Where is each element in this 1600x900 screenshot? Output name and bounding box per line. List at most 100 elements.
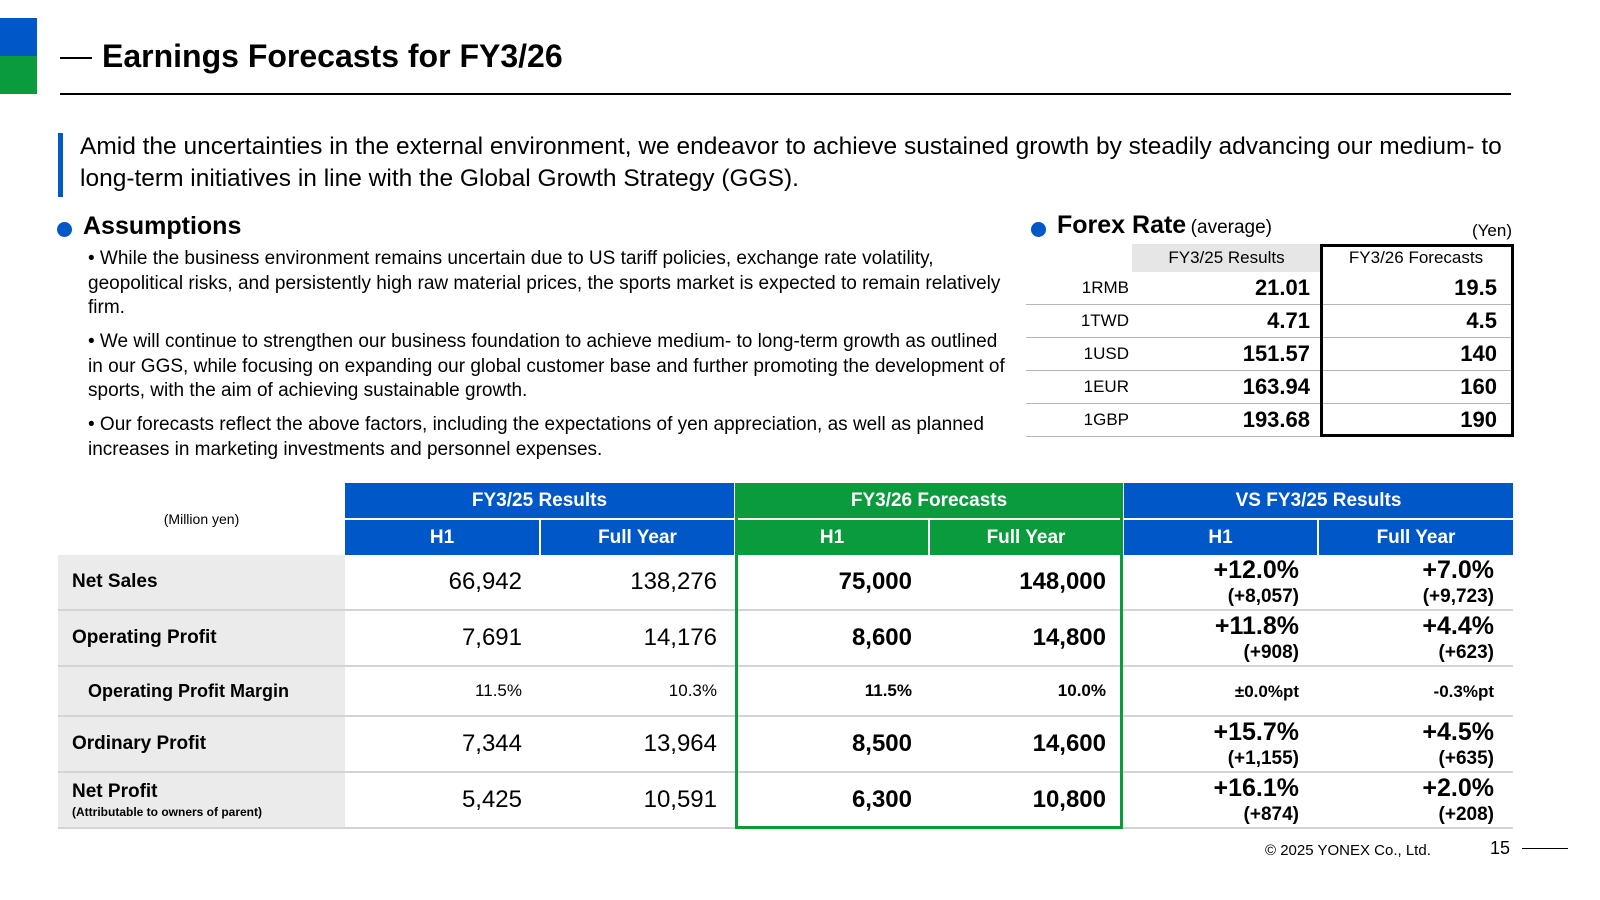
results-h1-value: 7,691: [345, 610, 540, 667]
forecast-h1-value: 8,500: [735, 716, 929, 773]
assumption-point-3: • Our forecasts reflect the above factor…: [88, 414, 984, 460]
forex-forecast-value: 140: [1321, 337, 1511, 371]
results-h1-value: 11.5%: [345, 666, 540, 717]
row-label: Net Profit: [72, 781, 158, 802]
forecast-full-year-value: 10.0%: [929, 666, 1123, 717]
table-unit: (Million yen): [58, 483, 345, 555]
header-group-results: FY3/25 Results: [345, 483, 735, 520]
vs-h1-cell: +16.1% (+874): [1123, 772, 1318, 829]
page-title: Earnings Forecasts for FY3/26: [102, 38, 563, 74]
forex-row: 1TWD 4.71 4.5: [1026, 304, 1511, 338]
forex-heading: Forex Rate (average): [1057, 211, 1272, 240]
forecast-full-year-value: 14,600: [929, 716, 1123, 773]
forecast-h1-value: 6,300: [735, 772, 929, 829]
assumptions-heading: Assumptions: [83, 212, 242, 240]
header-vs-h1: H1: [1122, 519, 1318, 555]
assumptions-bullet-icon: [57, 222, 72, 237]
forex-header-forecasts: FY3/26 Forecasts: [1321, 244, 1511, 272]
forex-row: 1EUR 163.94 160: [1026, 370, 1511, 404]
table-row-operating-profit-margin: Operating Profit Margin 11.5% 10.3% 11.5…: [58, 666, 1513, 717]
forex-results-value: 21.01: [1132, 272, 1321, 305]
forex-heading-note: (average): [1190, 217, 1272, 238]
forex-currency: 1USD: [1026, 337, 1132, 371]
vs-full-year-percent: -0.3%pt: [1318, 666, 1513, 717]
header-group-forecasts: FY3/26 Forecasts: [734, 483, 1123, 520]
header-forecasts-full-year: Full Year: [928, 519, 1123, 555]
forecast-h1-value: 8,600: [735, 610, 929, 667]
row-sublabel: (Attributable to owners of parent): [72, 805, 262, 819]
row-label: Net Sales: [58, 555, 345, 611]
forex-currency: 1GBP: [1026, 403, 1132, 437]
header-group-vs: VS FY3/25 Results: [1122, 483, 1513, 520]
forex-table: FY3/25 Results FY3/26 Forecasts 1RMB 21.…: [1026, 244, 1511, 437]
forex-unit: (Yen): [1471, 221, 1512, 240]
results-h1-value: 66,942: [345, 555, 540, 611]
forex-currency: 1EUR: [1026, 370, 1132, 404]
table-row-ordinary-profit: Ordinary Profit 7,344 13,964 8,500 14,60…: [58, 716, 1513, 773]
vs-full-year-percent: +4.4%: [1422, 612, 1494, 640]
vs-h1-percent: +15.7%: [1213, 718, 1300, 746]
results-h1-value: 7,344: [345, 716, 540, 773]
vs-full-year-percent: +2.0%: [1422, 774, 1494, 802]
vs-full-year-amount: (+9,723): [1422, 586, 1494, 607]
header-forecasts-h1: H1: [734, 519, 929, 555]
lead-accent-bar: [58, 133, 63, 197]
forex-header-results: FY3/25 Results: [1132, 244, 1321, 272]
table-row-operating-profit: Operating Profit 7,691 14,176 8,600 14,8…: [58, 610, 1513, 667]
forex-bullet-icon: [1031, 222, 1046, 237]
table-row-net-sales: Net Sales 66,942 138,276 75,000 148,000 …: [58, 555, 1513, 611]
vs-full-year-cell: +4.5% (+635): [1318, 716, 1513, 773]
footer-rule: [1522, 848, 1568, 849]
vs-full-year-amount: (+635): [1438, 748, 1494, 769]
forex-forecast-value: 4.5: [1321, 304, 1511, 338]
forex-results-value: 193.68: [1132, 403, 1321, 437]
forex-row: 1GBP 193.68 190: [1026, 403, 1511, 437]
vs-h1-percent: +11.8%: [1214, 612, 1299, 640]
assumption-point-2: • We will continue to strengthen our bus…: [88, 331, 1005, 401]
forex-forecast-value: 160: [1321, 370, 1511, 404]
results-full-year-value: 10.3%: [540, 666, 735, 717]
vs-full-year-percent: +7.0%: [1422, 556, 1494, 584]
vs-h1-amount: (+874): [1243, 804, 1299, 825]
forex-currency: 1TWD: [1026, 304, 1132, 338]
vs-h1-cell: +11.8% (+908): [1123, 610, 1318, 667]
title-rule: [60, 93, 1511, 95]
forex-currency: 1RMB: [1026, 272, 1132, 305]
row-label: Operating Profit Margin: [58, 666, 345, 717]
vs-full-year-amount: (+208): [1438, 804, 1494, 825]
vs-full-year-amount: (+623): [1438, 642, 1494, 663]
vs-h1-amount: (+1,155): [1227, 748, 1299, 769]
vs-full-year-percent: +4.5%: [1422, 718, 1494, 746]
table-row-net-profit: Net Profit (Attributable to owners of pa…: [58, 772, 1513, 829]
brand-block-blue: [0, 18, 37, 56]
forex-row: 1USD 151.57 140: [1026, 337, 1511, 371]
lead-text: Amid the uncertainties in the external e…: [80, 133, 1502, 192]
header-results-full-year: Full Year: [539, 519, 735, 555]
header-vs-full-year: Full Year: [1317, 519, 1513, 555]
assumption-point-1: • While the business environment remains…: [88, 248, 1001, 318]
vs-h1-cell: +12.0% (+8,057): [1123, 555, 1318, 611]
vs-h1-amount: (+8,057): [1227, 586, 1299, 607]
title-dash: [60, 57, 92, 59]
vs-full-year-cell: +7.0% (+9,723): [1318, 555, 1513, 611]
vs-h1-cell: +15.7% (+1,155): [1123, 716, 1318, 773]
results-h1-value: 5,425: [345, 772, 540, 829]
forex-results-value: 163.94: [1132, 370, 1321, 404]
vs-h1-amount: (+908): [1243, 642, 1299, 663]
results-full-year-value: 13,964: [540, 716, 735, 773]
row-label-cell: Net Profit (Attributable to owners of pa…: [58, 772, 345, 829]
forex-heading-text: Forex Rate: [1057, 211, 1187, 239]
forecast-full-year-value: 14,800: [929, 610, 1123, 667]
forex-row: 1RMB 21.01 19.5: [1026, 272, 1511, 305]
forex-forecast-value: 190: [1321, 403, 1511, 437]
forecast-full-year-value: 10,800: [929, 772, 1123, 829]
vs-h1-percent: +16.1%: [1213, 774, 1300, 802]
brand-block-green: [0, 56, 37, 94]
forecast-full-year-value: 148,000: [929, 555, 1123, 611]
forex-results-value: 151.57: [1132, 337, 1321, 371]
results-full-year-value: 138,276: [540, 555, 735, 611]
vs-full-year-cell: +4.4% (+623): [1318, 610, 1513, 667]
row-label: Ordinary Profit: [58, 716, 345, 773]
results-full-year-value: 10,591: [540, 772, 735, 829]
forecast-h1-value: 75,000: [735, 555, 929, 611]
